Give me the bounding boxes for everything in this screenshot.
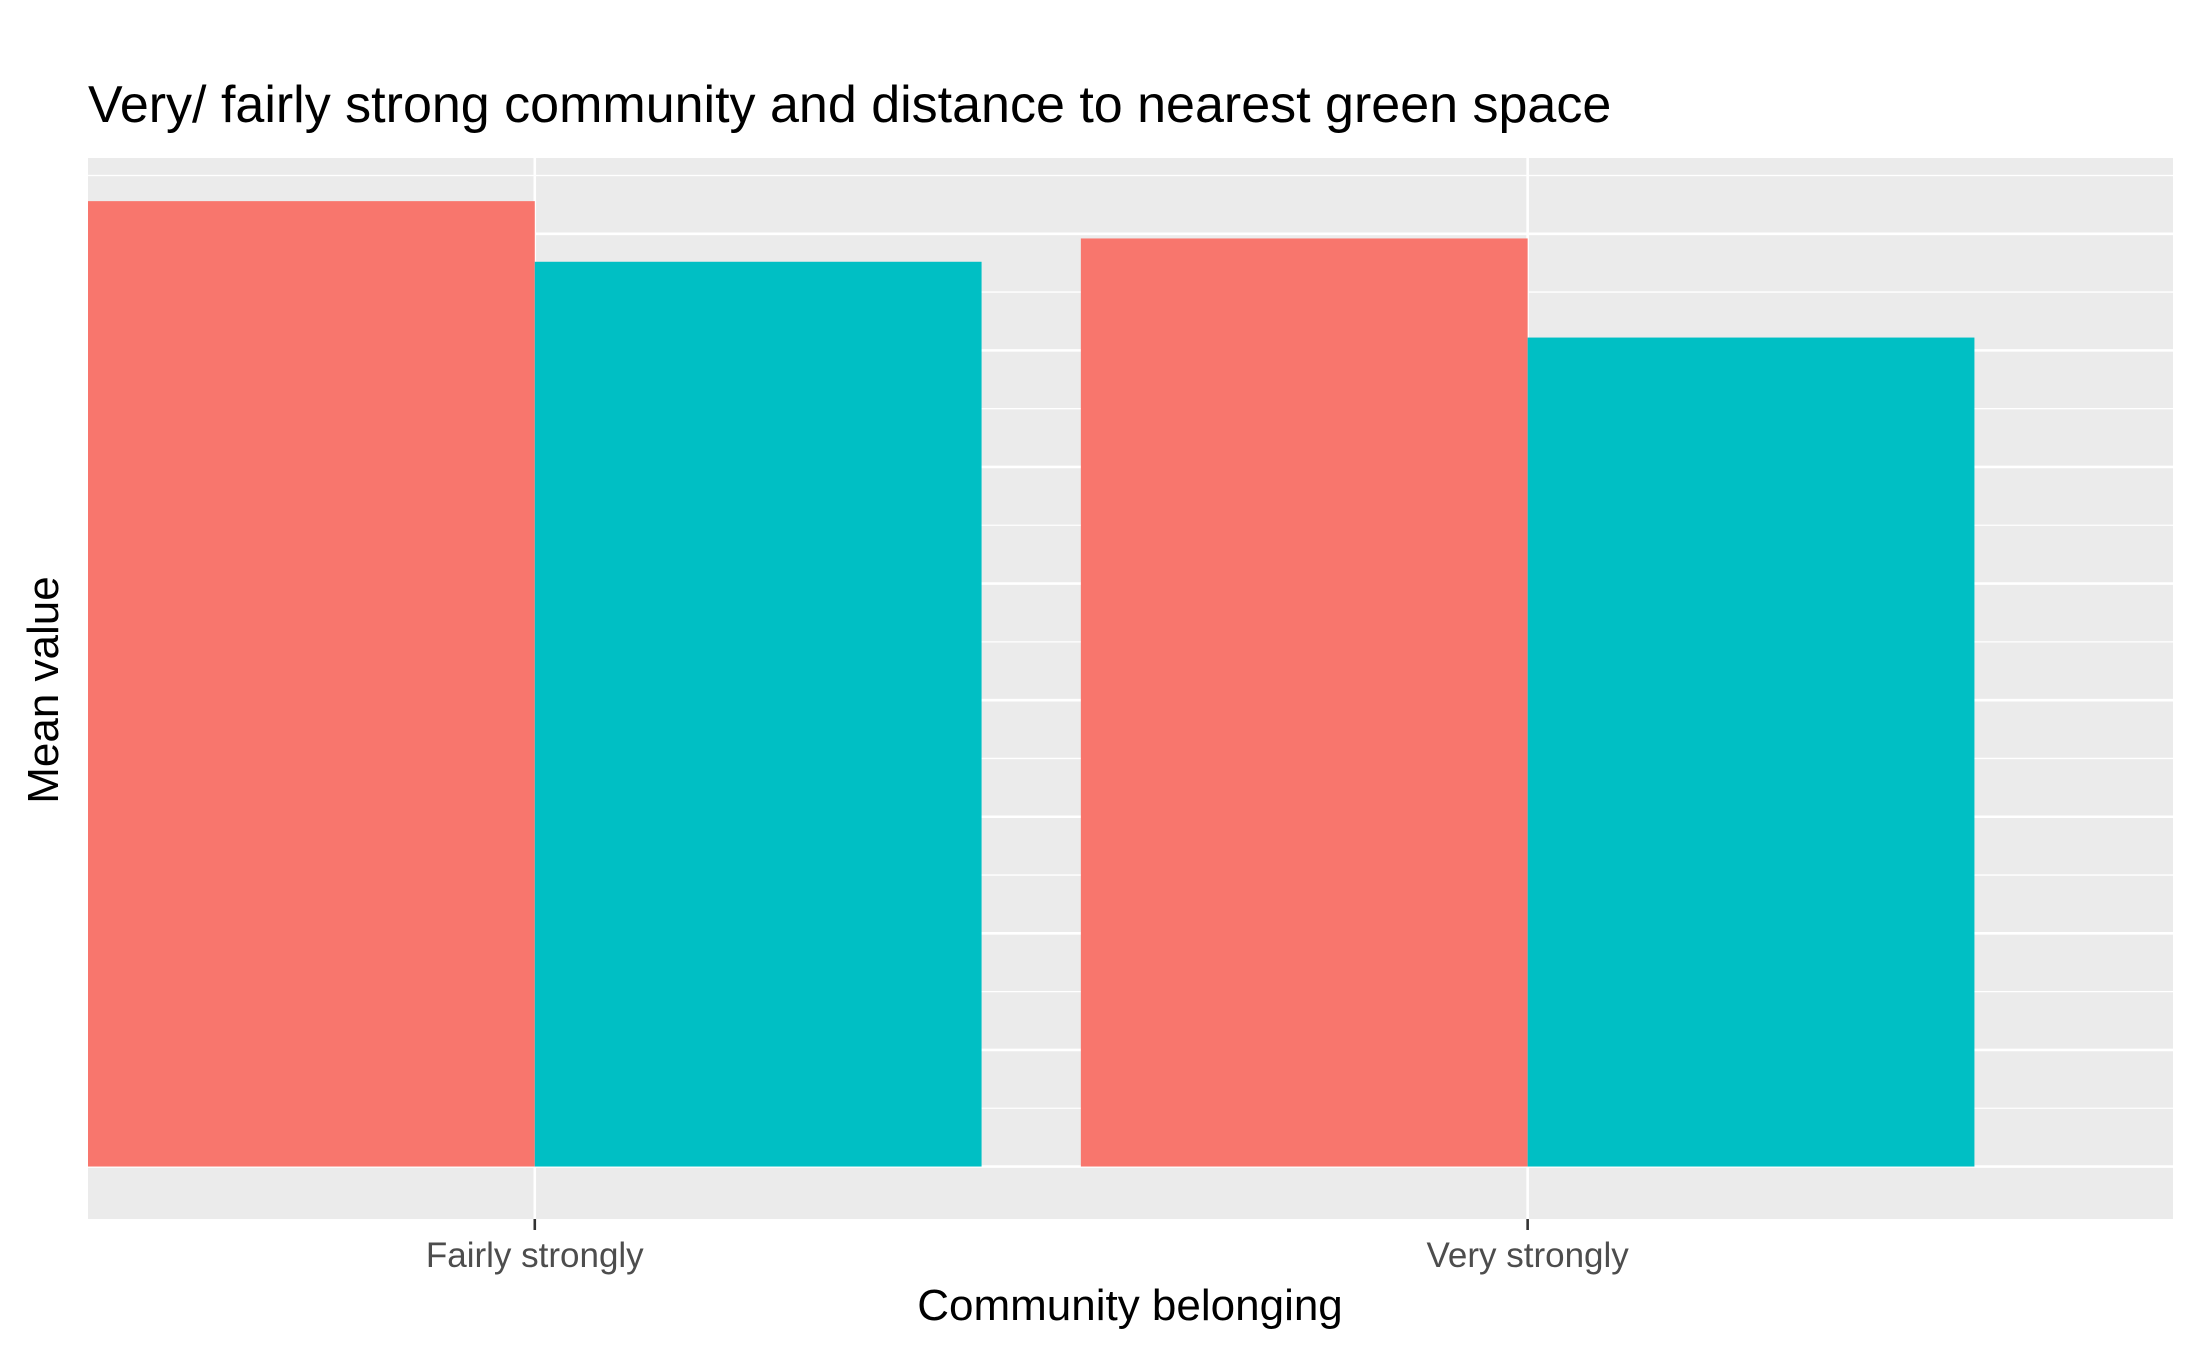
x-tick-label: Fairly strongly bbox=[426, 1236, 644, 1275]
chart-title: Very/ fairly strong community and distan… bbox=[88, 76, 1611, 134]
bar-series-2-very-strongly bbox=[1527, 337, 1975, 1167]
x-axis-ticks: Fairly strongly Very strongly bbox=[426, 1219, 1629, 1275]
x-tick-label: Very strongly bbox=[1426, 1236, 1629, 1275]
bar-series-1-fairly-strongly bbox=[88, 201, 535, 1167]
y-axis-title: Mean value bbox=[19, 576, 68, 803]
bars bbox=[88, 201, 1975, 1167]
bar-series-2-fairly-strongly bbox=[534, 261, 982, 1167]
x-axis-title: Community belonging bbox=[917, 1281, 1343, 1330]
bar-series-1-very-strongly bbox=[1080, 238, 1528, 1167]
